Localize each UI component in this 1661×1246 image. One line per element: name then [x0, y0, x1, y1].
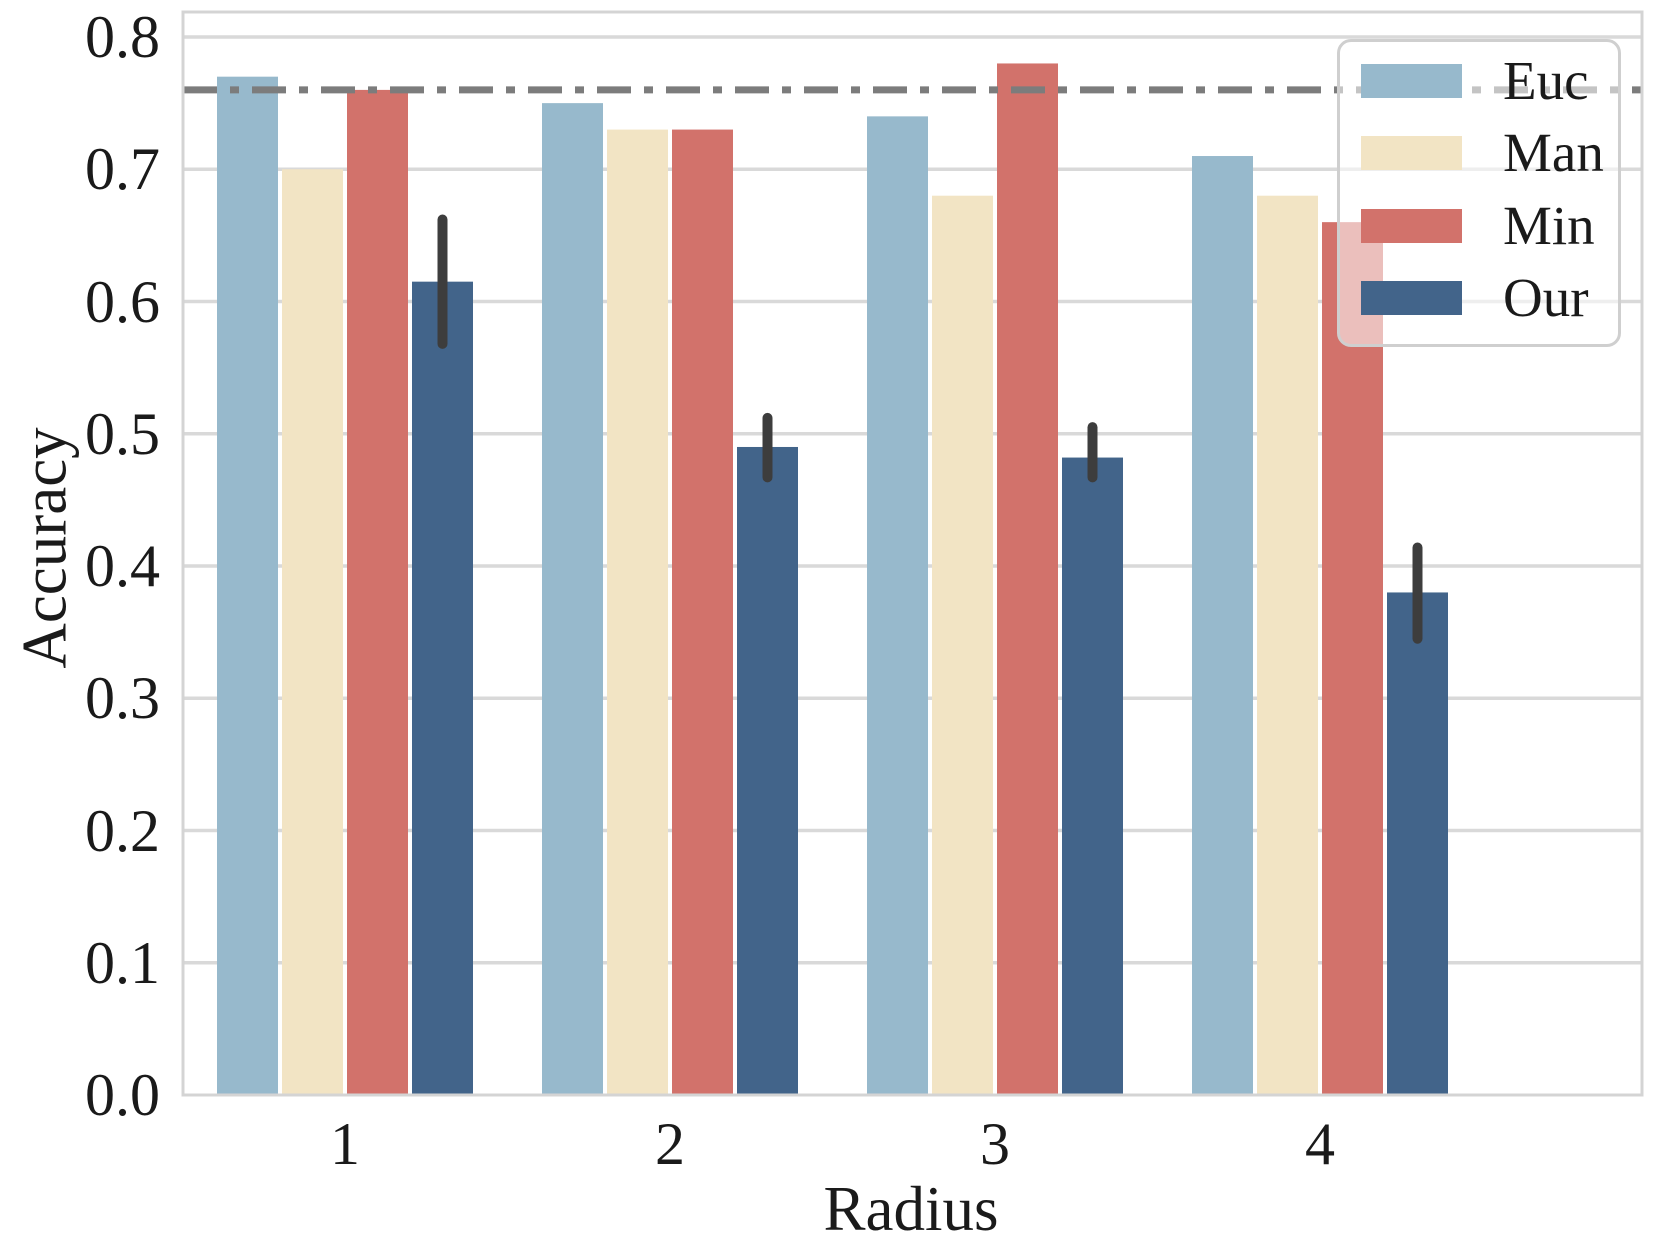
x-tick-label: 3: [980, 1111, 1010, 1177]
bar-man-4: [1257, 195, 1318, 1095]
plot-border: [181, 10, 1644, 1097]
x-tick-label: 2: [655, 1111, 685, 1177]
bar-min-3: [997, 63, 1058, 1096]
bar-min-2: [672, 129, 733, 1095]
x-tick-label: 4: [1305, 1111, 1335, 1177]
x-axis-title: Radius: [823, 1174, 999, 1244]
legend-item-our: Our: [1361, 267, 1589, 328]
legend-label: Euc: [1503, 50, 1589, 111]
y-tick-label: 0.6: [85, 269, 160, 335]
bar-min-1: [347, 89, 408, 1095]
bar-euc-1: [217, 76, 278, 1096]
bar-our-2: [737, 446, 798, 1096]
bar-man-2: [607, 129, 668, 1095]
bar-euc-3: [867, 116, 928, 1096]
y-tick-label: 0.5: [85, 401, 160, 467]
legend-label: Our: [1503, 267, 1589, 328]
y-tick-label: 0.1: [85, 930, 160, 996]
x-tick-label: 1: [330, 1111, 360, 1177]
bar-our-3: [1062, 457, 1123, 1095]
bar-euc-2: [542, 103, 603, 1095]
bar-min-4: [1322, 222, 1383, 1095]
bar-man-1: [282, 169, 343, 1095]
y-tick-label: 0.8: [85, 4, 160, 70]
bar-our-4: [1387, 592, 1448, 1095]
legend-swatch-our: [1361, 281, 1462, 315]
legend-swatch-euc: [1361, 64, 1462, 98]
legend-label: Min: [1503, 195, 1595, 256]
bar-our-1: [412, 281, 473, 1096]
bar-euc-4: [1192, 156, 1253, 1095]
legend-item-man: Man: [1361, 122, 1604, 183]
bar-man-3: [932, 195, 993, 1095]
y-tick-label: 0.4: [85, 533, 160, 599]
y-tick-label: 0.0: [85, 1062, 160, 1128]
y-tick-label: 0.2: [85, 798, 160, 864]
legend-swatch-min: [1361, 209, 1462, 243]
legend-label: Man: [1503, 122, 1604, 183]
legend: Euc Man Min Our: [1337, 39, 1621, 347]
legend-swatch-man: [1361, 136, 1462, 170]
legend-item-euc: Euc: [1361, 50, 1589, 111]
y-tick-label: 0.3: [85, 665, 160, 731]
y-tick-label: 0.7: [85, 136, 160, 202]
legend-item-min: Min: [1361, 195, 1595, 256]
